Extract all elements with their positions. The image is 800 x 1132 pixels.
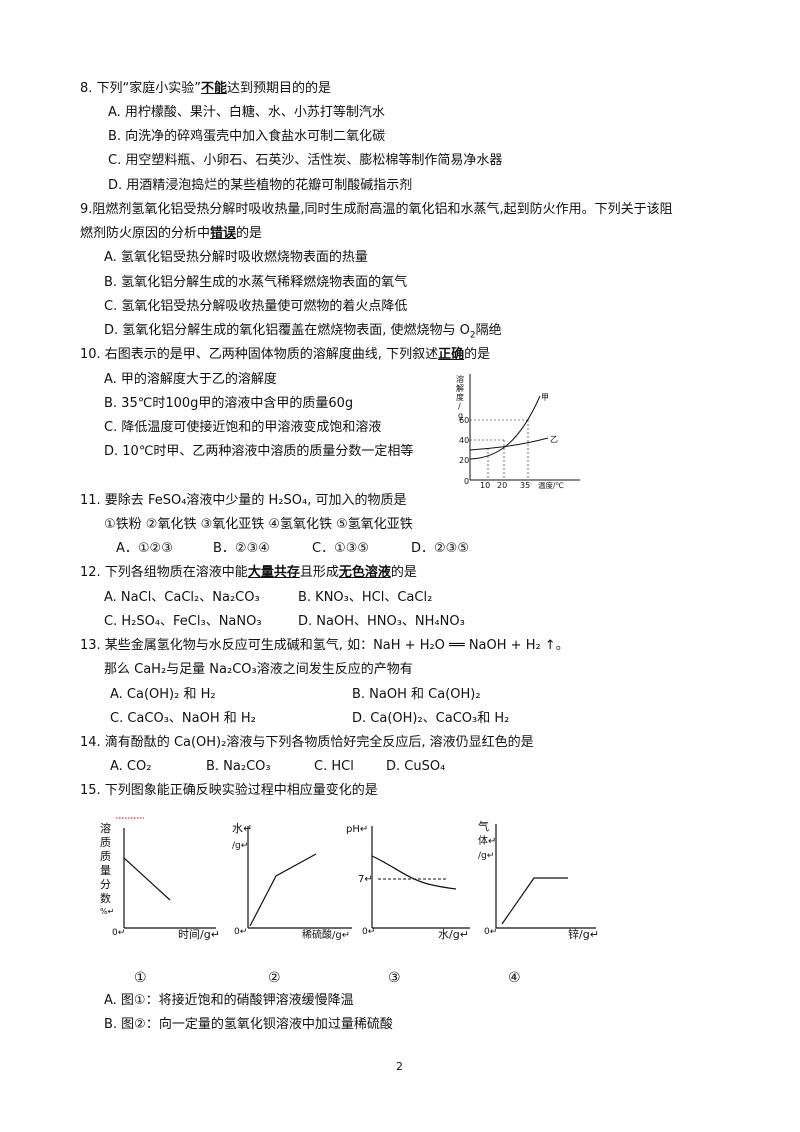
curve-yi [469, 437, 549, 451]
q13-option-c: C. CaCO₃、NaOH 和 H₂ [110, 711, 256, 726]
q11-option-d: D．②③⑤ [411, 541, 469, 556]
q10-stem: 10. 右图表示的是甲、乙两种固体物质的溶解度曲线, 下列叙述正确的是 [80, 347, 491, 362]
q9-option-a: A. 氢氧化铝受热分解时吸收燃烧物表面的热量 [104, 250, 368, 265]
svg-text:分: 分 [100, 878, 111, 891]
xtick-20: 20 [497, 481, 507, 490]
svg-text:/g↵: /g↵ [478, 851, 494, 861]
q13-stem2: 那么 CaH₂与足量 Na₂CO₃溶液之间发生反应的产物有 [104, 662, 413, 677]
q12-option-b: B. KNO₃、HCl、CaCl₂ [298, 590, 433, 605]
g1-curve [123, 857, 171, 901]
svg-text:%↵: %↵ [100, 907, 114, 916]
q10-option-d: D. 10℃时甲、乙两种溶液中溶质的质量分数一定相等 [104, 444, 414, 459]
g4-curve [501, 877, 568, 925]
svg-text:气: 气 [478, 819, 489, 833]
page-number: 2 [396, 1060, 403, 1073]
graph-2: 水↵ /g↵ 0↵ 稀硫酸/g↵ [232, 822, 352, 941]
q11-items: ①铁粉 ②氧化铁 ③氧化亚铁 ④氢氧化铁 ⑤氢氧化亚铁 [104, 517, 413, 532]
svg-text:溶: 溶 [100, 821, 111, 835]
q8-option-d: D. 用酒精浸泡捣烂的某些植物的花瓣可制酸碱指示剂 [108, 178, 413, 193]
q14-option-c: C. HCl [314, 759, 354, 774]
g2-origin: 0↵ [234, 927, 247, 937]
q14-option-d: D. CuSO₄ [386, 759, 446, 774]
g4-xlabel: 锌/g↵ [568, 927, 599, 941]
g3-origin: 0↵ [362, 927, 375, 937]
q9-stem-line2: 燃剂防火原因的分析中错误的是 [80, 226, 263, 241]
solubility-graph: 溶 解 度 / g 60 40 20 0 10 20 35 温度/℃ 甲 乙 [456, 374, 580, 490]
ylabel-char-4: g [458, 411, 463, 420]
svg-text:水↵: 水↵ [232, 822, 252, 835]
svg-text:质: 质 [100, 850, 111, 863]
ytick-40: 40 [459, 436, 469, 445]
ylabel-char-0: 溶 [456, 374, 464, 384]
svg-text:数: 数 [100, 892, 111, 905]
q15-stem: 15. 下列图象能正确反映实验过程中相应量变化的是 [80, 783, 378, 798]
series-b-label: 乙 [550, 435, 558, 444]
q11-option-c: C．①③⑤ [312, 541, 370, 556]
q8-stem: 8. 下列“家庭小实验”不能达到预期目的的是 [80, 81, 332, 96]
q8-option-b: B. 向洗净的碎鸡蛋壳中加入食盐水可制二氧化碳 [108, 129, 386, 144]
ylabel-char-1: 解 [456, 383, 464, 393]
q11-stem: 11. 要除去 FeSO₄溶液中少量的 H₂SO₄, 可加入的物质是 [80, 493, 407, 508]
g1-origin: 0↵ [112, 928, 125, 938]
xlabel: 温度/℃ [538, 480, 564, 490]
graph-3: pH↵ 7↵ 0↵ 水/g↵ [346, 824, 470, 941]
origin-label: 0 [464, 477, 469, 486]
q12-stem: 12. 下列各组物质在溶液中能大量共存且形成无色溶液的是 [80, 565, 417, 580]
g3-xlabel: 水/g↵ [438, 928, 469, 941]
svg-text:体↵: 体↵ [478, 835, 496, 847]
graph-1-number: ① [134, 970, 147, 986]
q10-option-b: B. 35℃时100g甲的溶液中含甲的质量60g [104, 396, 354, 411]
graph-1: 溶 质 质 量 分 数 %↵ 0↵ 时间/g↵ [100, 817, 220, 941]
q11-option-b: B．②③④ [213, 541, 270, 556]
g3-curve [371, 855, 457, 890]
q15-option-b: B. 图②：向一定量的氢氧化钡溶液中加过量稀硫酸 [104, 1017, 393, 1032]
q14-option-a: A. CO₂ [110, 759, 152, 774]
q13-stem: 13. 某些金属氢化物与水反应可生成碱和氢气, 如：NaH + H₂O ══ N… [80, 638, 569, 653]
g2-xlabel: 稀硫酸/g↵ [302, 928, 350, 941]
g1-xlabel: 时间/g↵ [178, 928, 220, 941]
q13-option-b: B. NaOH 和 Ca(OH)₂ [352, 687, 481, 702]
q8-option-c: C. 用空塑料瓶、小卵石、石英沙、活性炭、膨松棉等制作简易净水器 [108, 153, 503, 168]
curve-jia [469, 395, 541, 460]
q10-option-c: C. 降低温度可使接近饱和的甲溶液变成饱和溶液 [104, 420, 382, 435]
q12-option-c: C. H₂SO₄、FeCl₃、NaNO₃ [104, 614, 262, 629]
q11-option-a: A．①②③ [116, 541, 173, 556]
g4-origin: 0↵ [484, 927, 497, 937]
xtick-35: 35 [520, 481, 530, 490]
q9-option-b: B. 氢氧化铝分解生成的水蒸气稀释燃烧物表面的氧气 [104, 275, 408, 290]
q9-stem-line1: 9.阻燃剂氢氧化铝受热分解时吸收热量,同时生成耐高温的氧化铝和水蒸气,起到防火作… [80, 202, 673, 217]
graph-2-number: ② [268, 970, 281, 986]
q12-option-d: D. NaOH、HNO₃、NH₄NO₃ [298, 614, 465, 629]
graph-4-number: ④ [508, 970, 521, 986]
graph-4: 气 体↵ /g↵ 0↵ 锌/g↵ [478, 819, 599, 941]
q10-option-a: A. 甲的溶解度大于乙的溶解度 [104, 372, 277, 387]
q13-option-d: D. Ca(OH)₂、CaCO₃和 H₂ [352, 711, 510, 726]
svg-text:/g↵: /g↵ [232, 841, 248, 851]
q8-option-a: A. 用柠檬酸、果汁、白糖、水、小苏打等制汽水 [108, 105, 385, 120]
xtick-10: 10 [480, 481, 490, 490]
svg-text:量: 量 [100, 864, 111, 877]
ytick-60: 60 [459, 416, 469, 425]
q14-stem: 14. 滴有酚酞的 Ca(OH)₂溶液与下列各物质恰好完全反应后, 溶液仍显红色… [80, 735, 534, 750]
graph-3-number: ③ [388, 970, 401, 986]
ytick-20: 20 [459, 456, 469, 465]
q13-option-a: A. Ca(OH)₂ 和 H₂ [110, 687, 216, 702]
q15-option-a: A. 图①：将接近饱和的硝酸钾溶液缓慢降温 [104, 993, 354, 1008]
q9-option-c: C. 氢氧化铝受热分解吸收热量使可燃物的着火点降低 [104, 299, 408, 314]
ylabel-char-2: 度 [456, 392, 464, 402]
q12-option-a: A. NaCl、CaCl₂、Na₂CO₃ [104, 590, 260, 605]
q9-option-d: D. 氢氧化铝分解生成的氧化铝覆盖在燃烧物表面, 使燃烧物与 O2隔绝 [104, 323, 502, 341]
g2-curve [249, 853, 317, 927]
ylabel-char-3: / [458, 402, 461, 411]
q14-option-b: B. Na₂CO₃ [206, 759, 271, 774]
svg-text:质: 质 [100, 836, 111, 849]
series-a-label: 甲 [541, 393, 549, 402]
g3-seven: 7↵ [358, 874, 373, 885]
svg-text:pH↵: pH↵ [346, 824, 368, 835]
